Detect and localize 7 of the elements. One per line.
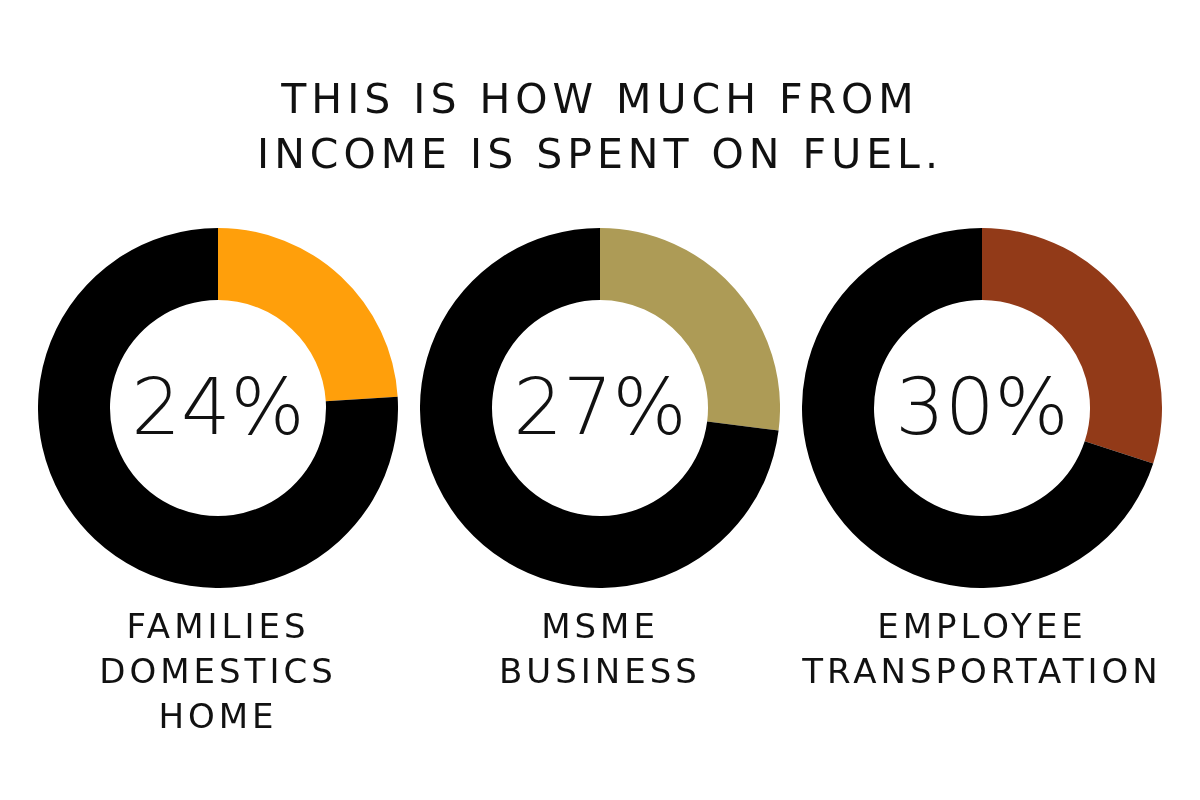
text: FAMILIES DOMESTICS HOME [99,605,337,738]
text: EMPLOYEE TRANSPORTATION [802,605,1162,693]
data-label: 30% [895,362,1069,453]
text: MSME BUSINESS [499,605,701,693]
text: THIS IS HOW MUCH FROM INCOME IS SPENT ON FUEL. [256,74,944,180]
data-label: 24% [131,362,305,453]
data-label: 27% [513,362,687,453]
